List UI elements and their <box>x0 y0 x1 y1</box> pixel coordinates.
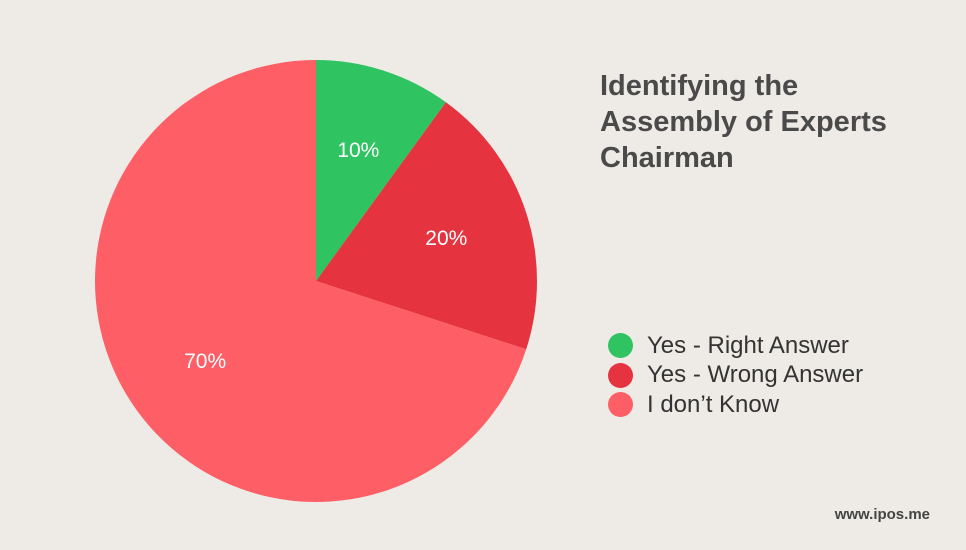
legend-swatch-right-answer <box>608 333 633 359</box>
pie-slice-right-answer <box>316 60 446 281</box>
pie-slice-wrong-answer <box>316 102 537 350</box>
pie-chart: 10% 20% 70% <box>95 60 537 502</box>
pie-slice-dont-know <box>95 60 527 502</box>
pie-label-wrong-answer: 20% <box>425 227 467 250</box>
legend-label-dont-know: I don’t Know <box>647 390 780 418</box>
legend-item-wrong-answer: Yes - Wrong Answer <box>608 361 863 391</box>
legend-swatch-wrong-answer <box>608 362 633 388</box>
legend: Yes - Right Answer Yes - Wrong Answer I … <box>608 331 863 420</box>
source-credit: www.ipos.me <box>834 506 930 523</box>
chart-title: Identifying the Assembly of Experts Chai… <box>600 68 940 176</box>
chart-title-line-3: Chairman <box>600 142 734 174</box>
chart-title-line-2: Assembly of Experts <box>600 106 887 138</box>
chart-title-line-1: Identifying the <box>600 70 799 102</box>
legend-swatch-dont-know <box>608 392 633 418</box>
legend-item-dont-know: I don’t Know <box>608 390 863 420</box>
pie-label-dont-know: 70% <box>184 350 226 373</box>
legend-label-wrong-answer: Yes - Wrong Answer <box>647 361 864 389</box>
legend-item-right-answer: Yes - Right Answer <box>608 331 863 361</box>
legend-label-right-answer: Yes - Right Answer <box>647 331 849 359</box>
pie-label-right-answer: 10% <box>337 139 379 162</box>
